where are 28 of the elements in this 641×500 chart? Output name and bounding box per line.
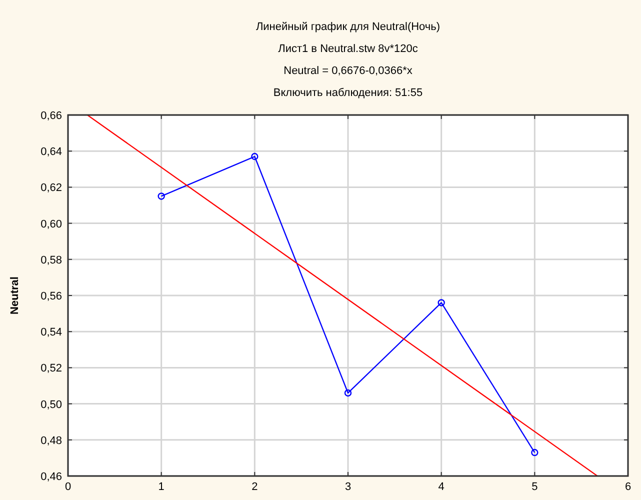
y-tick-label: 0,62 bbox=[40, 182, 62, 194]
point bbox=[158, 192, 165, 200]
y-tick-label: 0,48 bbox=[40, 434, 62, 447]
x-tick-label: 0 bbox=[64, 481, 72, 493]
point bbox=[531, 448, 538, 456]
point bbox=[344, 389, 352, 397]
point bbox=[251, 152, 258, 160]
x-tick-label: 4 bbox=[438, 481, 444, 493]
chart-subtitle: Лист1 в Neutral.stw 8v*120c bbox=[278, 43, 418, 55]
text: Neutral = 0,6676-0,0366*x bbox=[284, 65, 413, 77]
y-tick-label: 0,56 bbox=[40, 290, 62, 302]
y-tick-label: 0,64 bbox=[40, 146, 62, 158]
x-tick-label: 6 bbox=[624, 481, 632, 493]
y-tick-label: 0,54 bbox=[40, 326, 62, 339]
x-tick-label: 5 bbox=[532, 481, 538, 493]
y-tick-label: 0,66 bbox=[40, 110, 62, 122]
y-axis-title: Neutral bbox=[9, 276, 21, 314]
x-tick-label: 2 bbox=[252, 481, 258, 493]
y-tick-label: 0,46 bbox=[40, 471, 62, 483]
y-tick-label: 0,50 bbox=[40, 398, 62, 411]
x-tick-label: 3 bbox=[344, 481, 352, 493]
point bbox=[438, 299, 445, 306]
y-tick-label: 0,60 bbox=[40, 218, 62, 230]
y-tick-label: 0,52 bbox=[40, 362, 62, 375]
text: Включить наблюдения: 51:55 bbox=[273, 87, 423, 99]
y-tick-label: 0,58 bbox=[40, 254, 62, 266]
chart-title: Линейный график для Neutral(Ночь) bbox=[256, 21, 440, 33]
x-tick-label: 1 bbox=[158, 481, 164, 493]
